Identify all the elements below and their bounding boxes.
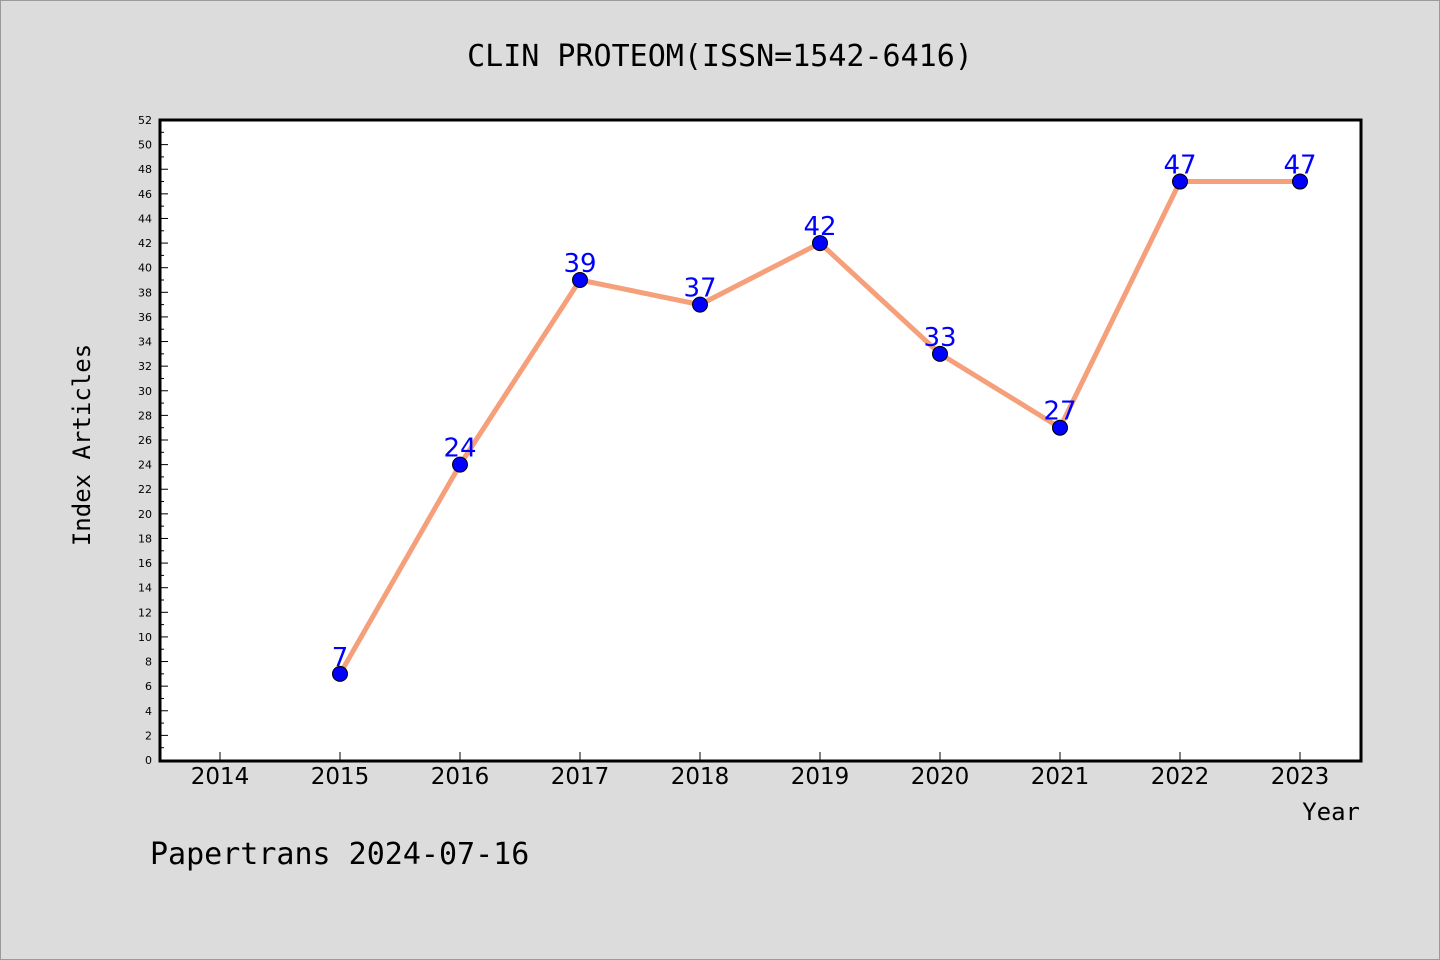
x-axis-label: Year xyxy=(1302,798,1360,826)
x-tick-label: 2016 xyxy=(431,764,490,790)
x-axis: 2014 2015 2016 2017 2018 2019 2020 2021 2022 2023 xyxy=(191,752,1330,790)
y-tick-label: 36 xyxy=(138,311,152,324)
x-tick-label: 2015 xyxy=(311,764,370,790)
y-axis-label: Index Articles xyxy=(68,344,96,546)
data-point xyxy=(452,456,468,473)
y-axis: 0246810121416182022242628303234363840424… xyxy=(138,114,168,767)
data-label: 33 xyxy=(923,323,956,353)
y-tick-label: 18 xyxy=(138,532,152,545)
y-tick-label: 40 xyxy=(138,262,152,275)
x-tick-label: 2023 xyxy=(1271,764,1330,790)
footer-stamp: Papertrans 2024-07-16 xyxy=(150,837,529,872)
y-tick-label: 12 xyxy=(138,606,152,619)
series-layer xyxy=(332,173,1308,682)
data-label: 27 xyxy=(1043,397,1076,427)
data-point xyxy=(1052,419,1068,436)
y-tick-label: 32 xyxy=(138,360,152,373)
data-point xyxy=(1292,173,1308,190)
y-tick-label: 26 xyxy=(138,434,152,447)
data-point xyxy=(332,665,348,682)
y-tick-label: 16 xyxy=(138,557,152,570)
data-point xyxy=(1172,173,1188,190)
y-tick-label: 22 xyxy=(138,483,152,496)
y-tick-label: 6 xyxy=(145,680,152,693)
y-tick-label: 34 xyxy=(138,336,152,349)
data-point xyxy=(692,296,708,313)
y-tick-label: 44 xyxy=(138,212,152,225)
y-tick-label: 38 xyxy=(138,286,152,299)
y-tick-label: 48 xyxy=(138,163,152,176)
y-tick-label: 28 xyxy=(138,409,152,422)
x-tick-label: 2022 xyxy=(1151,764,1210,790)
data-label: 39 xyxy=(563,249,596,279)
y-tick-label: 20 xyxy=(138,508,152,521)
data-label: 24 xyxy=(443,434,476,464)
y-tick-label: 50 xyxy=(138,139,152,152)
x-tick-label: 2018 xyxy=(671,764,730,790)
y-tick-label: 42 xyxy=(138,237,152,250)
y-tick-label: 24 xyxy=(138,459,152,472)
x-tick-label: 2017 xyxy=(551,764,610,790)
x-tick-label: 2020 xyxy=(911,764,970,790)
data-label: 47 xyxy=(1163,151,1196,181)
y-tick-label: 4 xyxy=(145,705,152,718)
x-tick-label: 2014 xyxy=(191,764,250,790)
chart-title: CLIN PROTEOM(ISSN=1542-6416) xyxy=(467,39,973,74)
plot-area xyxy=(158,118,1363,763)
y-tick-label: 46 xyxy=(138,188,152,201)
y-tick-label: 2 xyxy=(145,729,152,742)
data-label: 47 xyxy=(1283,151,1316,181)
y-tick-label: 10 xyxy=(138,631,152,644)
x-tick-label: 2019 xyxy=(791,764,850,790)
y-tick-label: 0 xyxy=(145,754,152,767)
data-label: 42 xyxy=(803,212,836,242)
y-tick-label: 52 xyxy=(138,114,152,127)
y-tick-label: 14 xyxy=(138,582,152,595)
y-tick-label: 30 xyxy=(138,385,152,398)
data-label: 37 xyxy=(683,274,716,304)
data-labels: 7 24 39 37 42 33 27 47 47 xyxy=(332,151,1317,673)
data-point xyxy=(812,235,828,252)
data-label: 7 xyxy=(332,643,349,673)
data-point xyxy=(572,272,588,288)
x-tick-label: 2021 xyxy=(1031,764,1090,790)
data-point xyxy=(932,345,948,362)
y-tick-label: 8 xyxy=(145,656,152,669)
